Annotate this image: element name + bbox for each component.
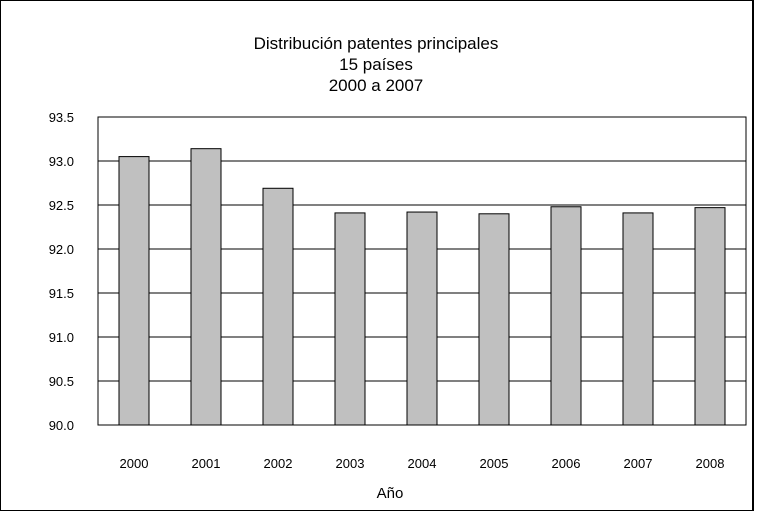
x-tick-label: 2000 (120, 456, 149, 471)
x-tick-label: 2008 (696, 456, 725, 471)
bar-2002 (262, 187, 294, 426)
y-tick-label: 91.5 (49, 286, 74, 301)
y-axis-ticks: 90.0 90.5 91.0 91.5 92.0 92.5 93.0 93.5 (49, 110, 74, 433)
y-tick-label: 91.0 (49, 330, 74, 345)
bar-2000 (118, 156, 150, 426)
bar-2008 (694, 207, 726, 426)
x-axis-ticks: 2000 2001 2002 2003 2004 2005 2006 2007 2008 (120, 456, 725, 471)
y-tick-label: 90.0 (49, 418, 74, 433)
x-tick-label: 2005 (480, 456, 509, 471)
chart-title-line-1: Distribución patentes principales (254, 34, 499, 53)
bar-2003 (334, 212, 366, 426)
chart-title-line-3: 2000 a 2007 (329, 76, 424, 95)
y-tick-label: 93.0 (49, 154, 74, 169)
y-tick-label: 93.5 (49, 110, 74, 125)
bar-2007 (622, 212, 654, 426)
bar-2005 (478, 213, 510, 426)
bar-2001 (190, 148, 222, 426)
bar-2004 (406, 211, 438, 426)
x-tick-label: 2006 (552, 456, 581, 471)
bars (118, 148, 726, 426)
chart-title: Distribución patentes principales 15 paí… (254, 34, 499, 95)
x-tick-label: 2007 (624, 456, 653, 471)
bar-2006 (550, 206, 582, 426)
x-tick-label: 2004 (408, 456, 437, 471)
plot-area (97, 116, 747, 426)
y-tick-label: 92.0 (49, 242, 74, 257)
x-axis-label: Año (377, 485, 404, 502)
y-tick-label: 92.5 (49, 198, 74, 213)
x-tick-label: 2002 (264, 456, 293, 471)
x-tick-label: 2001 (192, 456, 221, 471)
y-tick-label: 90.5 (49, 374, 74, 389)
x-tick-label: 2003 (336, 456, 365, 471)
chart-title-line-2: 15 países (339, 55, 413, 74)
